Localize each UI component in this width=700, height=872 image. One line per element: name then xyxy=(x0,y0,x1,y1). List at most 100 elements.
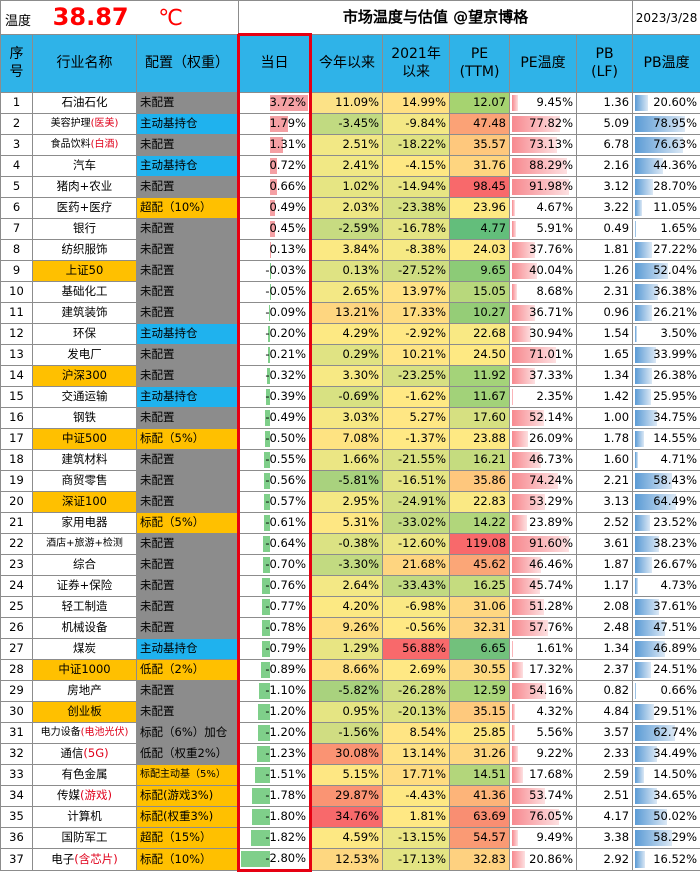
pe-temp-cell: 5.56% xyxy=(510,723,577,744)
ytd-return-cell: 1.29% xyxy=(311,639,383,660)
pb-temp-bar xyxy=(635,221,636,237)
pb-temp-cell: 27.22% xyxy=(633,240,700,261)
day-change-cell: -0.64% xyxy=(239,534,311,555)
col-header-no: 序号 xyxy=(1,35,33,93)
allocation-cell: 未配置 xyxy=(137,135,239,156)
pe-temp-value: 91.60% xyxy=(529,534,573,554)
allocation-cell: 主动基持仓 xyxy=(137,387,239,408)
pb-lf-cell: 4.84 xyxy=(577,702,633,723)
industry-name: 石油石化 xyxy=(33,93,137,114)
since-2021-cell: 13.97% xyxy=(383,282,450,303)
industry-name: 环保 xyxy=(33,324,137,345)
pb-temp-cell: 58.43% xyxy=(633,471,700,492)
day-change-cell: 0.49% xyxy=(239,198,311,219)
industry-name: 煤炭 xyxy=(33,639,137,660)
pe-temp-cell: 9.22% xyxy=(510,744,577,765)
pe-temp-cell: 8.68% xyxy=(510,282,577,303)
pb-lf-cell: 3.57 xyxy=(577,723,633,744)
ytd-return-cell: 3.84% xyxy=(311,240,383,261)
day-change-cell: -1.80% xyxy=(239,807,311,828)
pb-lf-cell: 1.00 xyxy=(577,408,633,429)
pb-temp-value: 38.23% xyxy=(653,534,697,554)
pe-ttm-cell: 14.22 xyxy=(450,513,510,534)
ytd-return-cell: 4.20% xyxy=(311,597,383,618)
since-2021-cell: -6.98% xyxy=(383,597,450,618)
industry-name: 基础化工 xyxy=(33,282,137,303)
ytd-return-cell: 13.21% xyxy=(311,303,383,324)
since-2021-cell: -26.28% xyxy=(383,681,450,702)
pe-temp-value: 17.32% xyxy=(529,660,573,680)
since-2021-cell: -33.43% xyxy=(383,576,450,597)
row-number: 37 xyxy=(1,849,33,871)
pb-lf-cell: 1.60 xyxy=(577,450,633,471)
pb-temp-value: 3.50% xyxy=(661,324,698,344)
pb-temp-bar xyxy=(635,851,645,868)
pb-temp-cell: 3.50% xyxy=(633,324,700,345)
day-change-cell: -0.70% xyxy=(239,555,311,576)
pe-ttm-cell: 31.26 xyxy=(450,744,510,765)
ytd-return-cell: 30.08% xyxy=(311,744,383,765)
since-2021-cell: 8.54% xyxy=(383,723,450,744)
pb-temp-value: 14.50% xyxy=(653,765,697,785)
industry-name: 机械设备 xyxy=(33,618,137,639)
pb-temp-value: 47.51% xyxy=(653,618,697,638)
pb-lf-cell: 1.17 xyxy=(577,576,633,597)
industry-name: 深证100 xyxy=(33,492,137,513)
pe-temp-cell: 46.46% xyxy=(510,555,577,576)
row-number: 18 xyxy=(1,450,33,471)
day-change-value: -0.61% xyxy=(265,513,306,533)
pe-ttm-cell: 30.55 xyxy=(450,660,510,681)
day-change-cell: 1.79% xyxy=(239,114,311,135)
industry-name: 中证500 xyxy=(33,429,137,450)
industry-label: 上证50 xyxy=(66,263,104,277)
ytd-return-cell: -0.69% xyxy=(311,387,383,408)
pb-temp-cell: 26.38% xyxy=(633,366,700,387)
page-title: 市场温度与估值 @望京博格 xyxy=(239,1,633,35)
day-change-value: -1.20% xyxy=(265,723,306,743)
ytd-return-cell: 3.03% xyxy=(311,408,383,429)
pe-ttm-cell: 22.83 xyxy=(450,492,510,513)
row-number: 29 xyxy=(1,681,33,702)
pe-temp-bar xyxy=(512,515,527,531)
pb-lf-cell: 0.82 xyxy=(577,681,633,702)
day-change-value: -0.09% xyxy=(265,303,306,323)
pb-temp-bar xyxy=(635,179,653,195)
industry-note: (含芯片) xyxy=(74,852,117,866)
pb-lf-cell: 2.48 xyxy=(577,618,633,639)
allocation-cell: 低配（2%） xyxy=(137,660,239,681)
industry-name: 家用电器 xyxy=(33,513,137,534)
day-change-value: -1.78% xyxy=(265,786,306,806)
day-change-cell: -0.49% xyxy=(239,408,311,429)
pe-temp-bar xyxy=(512,200,515,216)
row-number: 23 xyxy=(1,555,33,576)
row-number: 1 xyxy=(1,93,33,114)
industry-label: 银行 xyxy=(73,221,96,235)
ytd-return-cell: 2.95% xyxy=(311,492,383,513)
allocation-cell: 主动基持仓 xyxy=(137,156,239,177)
industry-name: 食品饮料(白酒) xyxy=(33,135,137,156)
pe-ttm-cell: 32.83 xyxy=(450,849,510,871)
day-change-cell: -0.61% xyxy=(239,513,311,534)
allocation-cell: 未配置 xyxy=(137,261,239,282)
pb-lf-cell: 2.51 xyxy=(577,786,633,807)
industry-name: 美容护理(医美) xyxy=(33,114,137,135)
pe-temp-bar xyxy=(512,746,518,762)
since-2021-cell: -1.37% xyxy=(383,429,450,450)
since-2021-cell: -16.78% xyxy=(383,219,450,240)
pe-temp-cell: 53.74% xyxy=(510,786,577,807)
industry-label: 计算机 xyxy=(67,809,102,823)
pb-temp-value: 25.95% xyxy=(653,387,697,407)
ytd-return-cell: 4.59% xyxy=(311,828,383,849)
industry-label: 证券+保险 xyxy=(57,578,113,592)
allocation-cell: 未配置 xyxy=(137,303,239,324)
day-change-cell: -0.39% xyxy=(239,387,311,408)
pb-temp-bar xyxy=(635,557,652,573)
pb-temp-cell: 4.71% xyxy=(633,450,700,471)
pe-temp-cell: 36.71% xyxy=(510,303,577,324)
